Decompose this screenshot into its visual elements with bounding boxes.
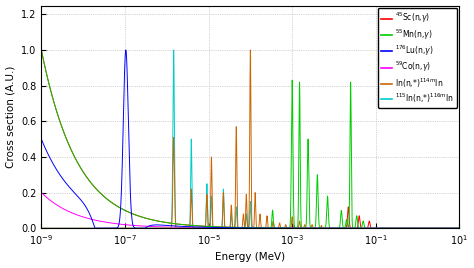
$^{176}$Lu(n,$\gamma$) <box>456 227 462 230</box>
$^{45}$Sc(n,$\gamma$) <box>90 183 95 186</box>
In(n,*)$^{114m}$In <box>38 227 44 230</box>
$^{59}$Co(n,$\gamma$) <box>417 227 423 230</box>
Line: $^{176}$Lu(n,$\gamma$): $^{176}$Lu(n,$\gamma$) <box>41 50 459 228</box>
$^{176}$Lu(n,$\gamma$) <box>38 137 44 141</box>
Line: In(n,*)$^{114m}$In: In(n,*)$^{114m}$In <box>41 50 459 228</box>
In(n,*)$^{114m}$In <box>436 227 442 230</box>
$^{115}$In(n,*)$^{116m}$In <box>456 227 462 230</box>
$^{55}$Mn(n,$\gamma$) <box>38 49 44 52</box>
$^{45}$Sc(n,$\gamma$) <box>456 227 462 230</box>
$^{115}$In(n,*)$^{116m}$In <box>171 49 176 52</box>
In(n,*)$^{114m}$In <box>305 227 310 230</box>
Legend: $^{45}$Sc(n,$\gamma$), $^{55}$Mn(n,$\gamma$), $^{176}$Lu(n,$\gamma$), $^{59}$Co(: $^{45}$Sc(n,$\gamma$), $^{55}$Mn(n,$\gam… <box>378 8 457 108</box>
$^{59}$Co(n,$\gamma$) <box>436 227 442 230</box>
X-axis label: Energy (MeV): Energy (MeV) <box>215 252 285 262</box>
$^{55}$Mn(n,$\gamma$) <box>305 154 310 157</box>
$^{115}$In(n,*)$^{116m}$In <box>38 227 44 230</box>
$^{115}$In(n,*)$^{116m}$In <box>417 227 423 230</box>
Line: $^{55}$Mn(n,$\gamma$): $^{55}$Mn(n,$\gamma$) <box>41 50 459 228</box>
Line: $^{115}$In(n,*)$^{116m}$In: $^{115}$In(n,*)$^{116m}$In <box>41 50 459 228</box>
$^{55}$Mn(n,$\gamma$) <box>259 226 264 229</box>
$^{55}$Mn(n,$\gamma$) <box>48 90 54 93</box>
In(n,*)$^{114m}$In <box>247 49 253 52</box>
In(n,*)$^{114m}$In <box>48 227 54 230</box>
$^{59}$Co(n,$\gamma$) <box>38 191 44 194</box>
$^{176}$Lu(n,$\gamma$) <box>417 227 423 230</box>
In(n,*)$^{114m}$In <box>259 226 264 230</box>
$^{115}$In(n,*)$^{116m}$In <box>259 227 264 230</box>
In(n,*)$^{114m}$In <box>90 227 95 230</box>
$^{59}$Co(n,$\gamma$) <box>456 227 462 230</box>
Y-axis label: Cross section (A.U.): Cross section (A.U.) <box>6 66 16 168</box>
Line: $^{59}$Co(n,$\gamma$): $^{59}$Co(n,$\gamma$) <box>41 193 459 228</box>
$^{115}$In(n,*)$^{116m}$In <box>436 227 442 230</box>
$^{115}$In(n,*)$^{116m}$In <box>305 227 310 230</box>
$^{45}$Sc(n,$\gamma$) <box>259 226 264 229</box>
$^{59}$Co(n,$\gamma$) <box>305 227 310 230</box>
$^{176}$Lu(n,$\gamma$) <box>259 226 264 230</box>
$^{45}$Sc(n,$\gamma$) <box>417 227 423 230</box>
$^{45}$Sc(n,$\gamma$) <box>38 49 44 52</box>
$^{115}$In(n,*)$^{116m}$In <box>48 227 54 230</box>
$^{176}$Lu(n,$\gamma$) <box>92 227 98 230</box>
$^{59}$Co(n,$\gamma$) <box>90 218 95 221</box>
$^{59}$Co(n,$\gamma$) <box>48 199 54 202</box>
In(n,*)$^{114m}$In <box>417 227 423 230</box>
$^{55}$Mn(n,$\gamma$) <box>456 227 462 230</box>
$^{115}$In(n,*)$^{116m}$In <box>90 227 95 230</box>
$^{55}$Mn(n,$\gamma$) <box>417 227 423 230</box>
$^{55}$Mn(n,$\gamma$) <box>90 183 95 186</box>
In(n,*)$^{114m}$In <box>456 227 462 230</box>
$^{45}$Sc(n,$\gamma$) <box>48 90 54 93</box>
Line: $^{45}$Sc(n,$\gamma$): $^{45}$Sc(n,$\gamma$) <box>41 50 459 228</box>
$^{55}$Mn(n,$\gamma$) <box>436 227 442 230</box>
$^{176}$Lu(n,$\gamma$) <box>123 49 128 52</box>
$^{45}$Sc(n,$\gamma$) <box>436 227 442 230</box>
$^{176}$Lu(n,$\gamma$) <box>305 226 310 230</box>
$^{176}$Lu(n,$\gamma$) <box>48 158 54 161</box>
$^{59}$Co(n,$\gamma$) <box>259 226 264 230</box>
$^{176}$Lu(n,$\gamma$) <box>90 219 95 223</box>
$^{176}$Lu(n,$\gamma$) <box>436 227 442 230</box>
$^{45}$Sc(n,$\gamma$) <box>305 226 310 230</box>
